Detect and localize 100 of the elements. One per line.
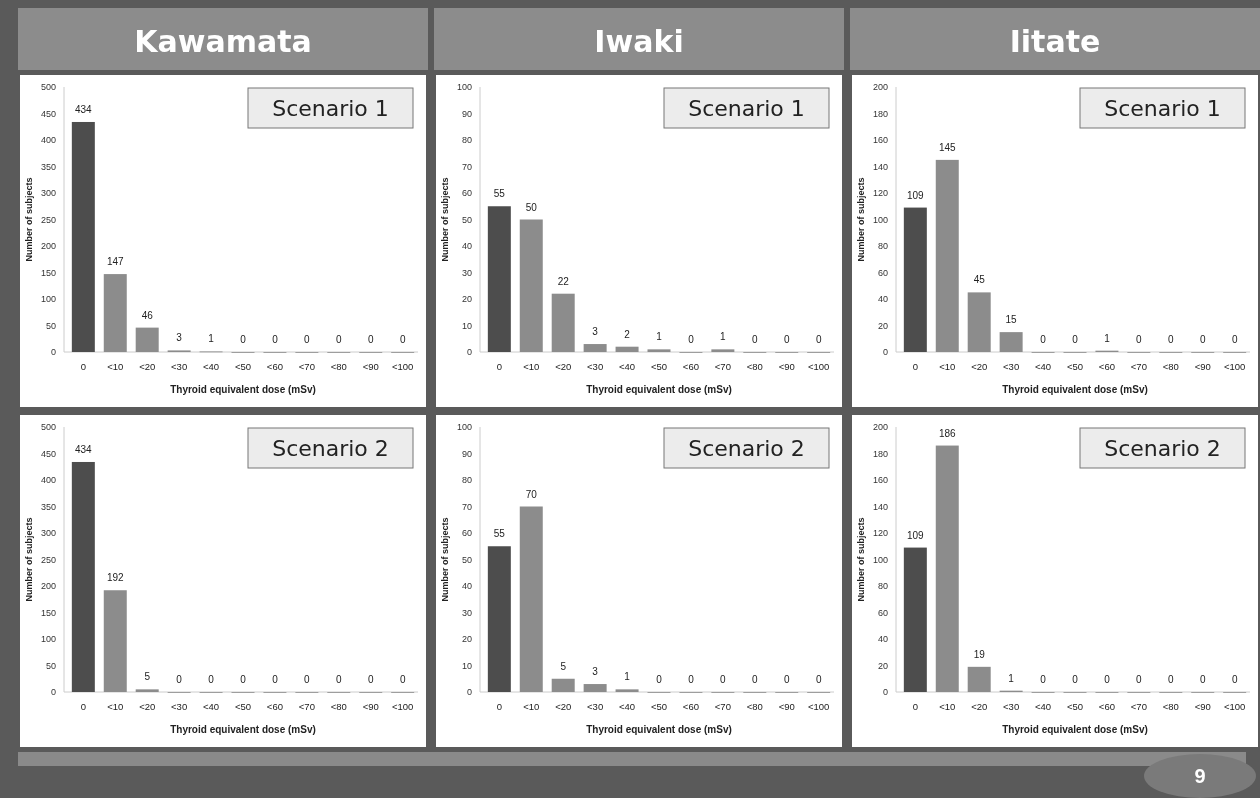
x-tick-label: <100 (391, 701, 414, 712)
y-tick-label: 120 (872, 528, 888, 539)
x-tick-label: <20 (555, 701, 572, 712)
bar (487, 546, 511, 692)
bar (103, 274, 127, 352)
x-axis-title: Thyroid equivalent dose (mSv) (586, 384, 732, 395)
data-label: 0 (399, 674, 406, 685)
data-label: 0 (1136, 334, 1143, 345)
x-tick-label: <70 (298, 361, 315, 372)
data-label: 0 (1040, 334, 1047, 345)
data-label: 0 (367, 334, 374, 345)
y-tick-label: 80 (877, 241, 888, 252)
data-label: 0 (688, 334, 695, 345)
x-tick-label: <30 (1003, 361, 1020, 372)
y-tick-label: 0 (466, 687, 472, 698)
chart-subtitle: Scenario 2 (272, 435, 389, 461)
data-label: 0 (399, 334, 406, 345)
x-tick-label: 0 (80, 361, 86, 372)
chart-subtitle: Scenario 1 (272, 95, 389, 121)
x-tick-label: <60 (682, 361, 699, 372)
data-label: 147 (106, 256, 125, 268)
x-tick-label: 0 (80, 701, 86, 712)
y-tick-label: 90 (461, 448, 472, 459)
x-tick-label: <100 (807, 701, 830, 712)
data-label: 0 (815, 674, 822, 685)
y-tick-label: 200 (40, 241, 56, 252)
y-tick-label: 0 (466, 347, 472, 358)
y-tick-label: 150 (40, 607, 56, 618)
y-tick-label: 20 (877, 320, 888, 331)
data-label: 109 (906, 529, 925, 541)
x-tick-label: <10 (523, 361, 540, 372)
x-tick-label: <20 (971, 701, 988, 712)
x-tick-label: <40 (619, 361, 636, 372)
y-tick-label: 60 (461, 188, 472, 199)
bar (519, 219, 543, 352)
y-tick-label: 100 (40, 634, 56, 645)
data-label: 1 (208, 333, 215, 345)
text: 9 (1194, 765, 1206, 787)
data-label: 70 (525, 488, 538, 500)
y-tick-label: 140 (872, 161, 888, 172)
x-tick-label: <100 (1223, 701, 1246, 712)
bar (583, 684, 607, 692)
data-label: 0 (1231, 334, 1238, 345)
y-tick-label: 200 (872, 422, 888, 433)
y-tick-label: 20 (877, 660, 888, 671)
bar (647, 349, 671, 352)
x-tick-label: <60 (1098, 361, 1115, 372)
data-label: 0 (272, 334, 279, 345)
data-label: 15 (1005, 314, 1018, 326)
x-tick-label: <60 (266, 361, 283, 372)
bar (71, 121, 95, 352)
x-tick-label: <60 (682, 701, 699, 712)
bar (999, 332, 1023, 352)
y-tick-label: 0 (882, 687, 888, 698)
y-tick-label: 20 (461, 294, 472, 305)
y-tick-label: 80 (461, 475, 472, 486)
x-tick-label: 0 (912, 701, 918, 712)
x-tick-label: <40 (203, 361, 220, 372)
data-label: 0 (272, 674, 279, 685)
bar (487, 206, 511, 352)
y-tick-label: 500 (40, 422, 56, 433)
data-label: 0 (1199, 334, 1206, 345)
x-tick-label: <90 (362, 701, 379, 712)
data-label: 0 (1168, 674, 1175, 685)
y-tick-label: 350 (40, 161, 56, 172)
x-tick-label: <80 (1162, 701, 1179, 712)
bar (935, 159, 959, 352)
x-tick-label: <50 (1066, 701, 1084, 712)
y-axis-title: Number of subjects (856, 517, 866, 602)
y-tick-label: 70 (461, 501, 472, 512)
y-tick-label: 150 (40, 267, 56, 278)
x-tick-label: 0 (496, 361, 502, 372)
y-tick-label: 80 (461, 135, 472, 146)
data-label: 1 (1104, 332, 1111, 344)
data-label: 0 (1072, 674, 1079, 685)
data-label: 0 (336, 334, 343, 345)
bar (967, 292, 991, 352)
data-label: 55 (493, 188, 506, 200)
x-tick-label: <90 (778, 361, 795, 372)
data-label: 0 (208, 674, 215, 685)
y-tick-label: 0 (50, 687, 56, 698)
y-tick-label: 200 (40, 581, 56, 592)
x-tick-label: <40 (619, 701, 636, 712)
y-tick-label: 250 (40, 214, 56, 225)
data-label: 186 (938, 427, 957, 439)
y-tick-label: 180 (872, 108, 888, 119)
x-tick-label: <90 (778, 701, 795, 712)
x-tick-label: <90 (1194, 701, 1211, 712)
data-label: 0 (240, 674, 247, 685)
data-label: 5 (144, 671, 151, 683)
y-axis-title: Number of subjects (24, 517, 34, 602)
bar (967, 666, 991, 692)
x-tick-label: <60 (266, 701, 283, 712)
y-axis-title: Number of subjects (856, 177, 866, 262)
chart-subtitle: Scenario 2 (1104, 435, 1221, 461)
x-tick-label: 0 (496, 701, 502, 712)
y-tick-label: 50 (461, 554, 472, 565)
bar (71, 461, 95, 692)
chart-subtitle: Scenario 1 (688, 95, 805, 121)
y-tick-label: 400 (40, 135, 56, 146)
